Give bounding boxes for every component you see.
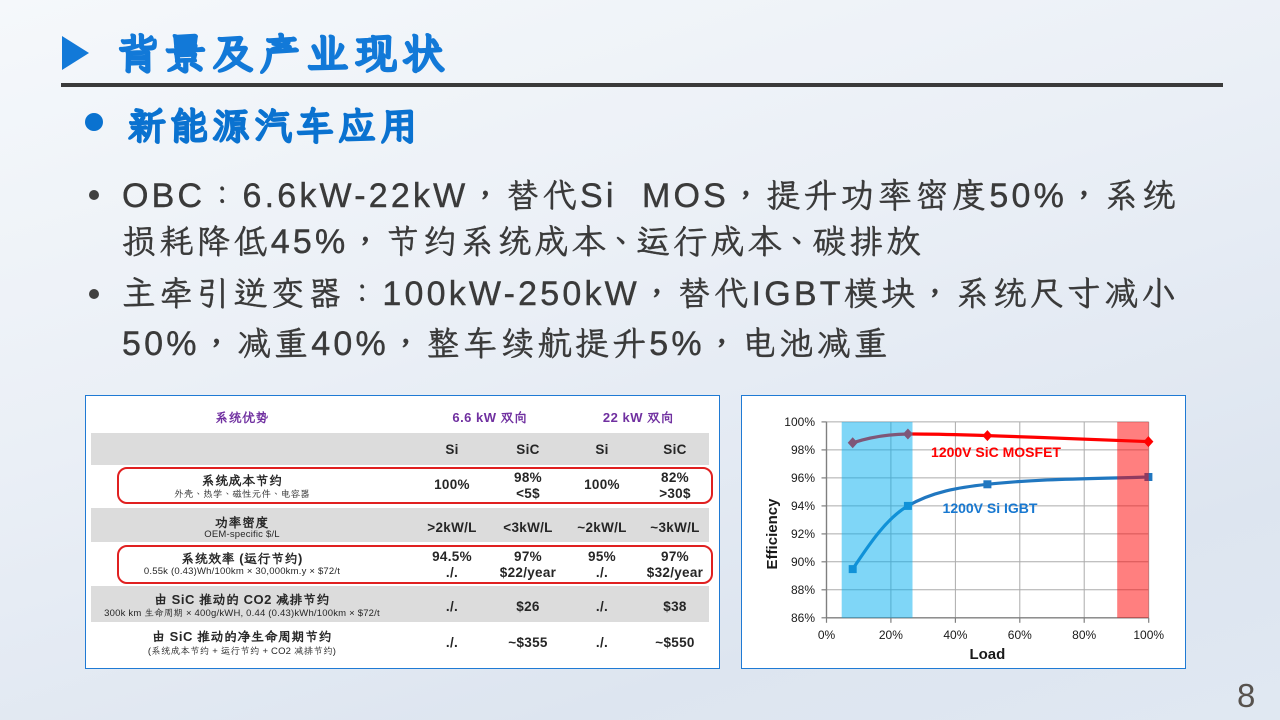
svg-text:94%: 94% (791, 499, 815, 513)
svg-text:100%: 100% (784, 415, 815, 429)
svg-text:20%: 20% (879, 628, 903, 642)
svg-text:1200V SiC MOSFET: 1200V SiC MOSFET (931, 444, 1061, 460)
svg-text:88%: 88% (791, 583, 815, 597)
svg-text:86%: 86% (791, 611, 815, 625)
svg-text:40%: 40% (943, 628, 967, 642)
svg-text:92%: 92% (791, 527, 815, 541)
svg-text:60%: 60% (1008, 628, 1032, 642)
svg-text:0%: 0% (818, 628, 836, 642)
svg-text:Efficiency: Efficiency (764, 498, 781, 570)
svg-text:Load: Load (969, 646, 1005, 663)
svg-text:90%: 90% (791, 555, 815, 569)
svg-text:1200V Si IGBT: 1200V Si IGBT (943, 500, 1038, 516)
svg-text:96%: 96% (791, 471, 815, 485)
svg-text:98%: 98% (791, 443, 815, 457)
svg-text:100%: 100% (1133, 628, 1164, 642)
svg-text:80%: 80% (1072, 628, 1096, 642)
